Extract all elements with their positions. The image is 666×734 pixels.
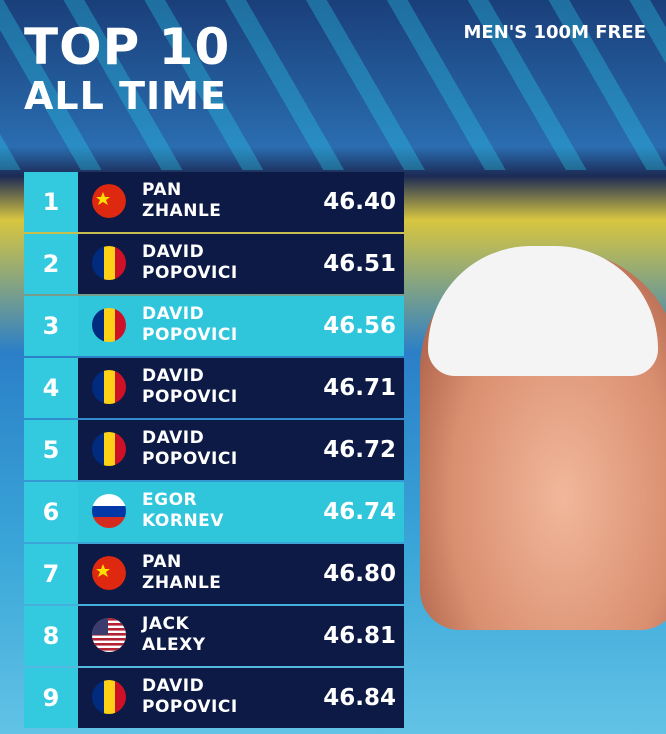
flag [92, 370, 126, 404]
rank: 4 [24, 358, 78, 418]
flag [92, 618, 126, 652]
first-name: DAVID [142, 366, 205, 386]
swimmer-name: DAVID POPOVICI [142, 366, 238, 408]
ranking-row: 3 DAVID POPOVICI 46.56 [24, 296, 404, 356]
title: TOP 10 [24, 18, 231, 76]
time: 46.84 [323, 685, 396, 711]
time: 46.74 [323, 499, 396, 525]
ranking-row: 8 JACK ALEXY 46.81 [24, 606, 404, 666]
event-label: MEN'S 100M FREE [463, 22, 646, 43]
background-stripes [0, 0, 666, 170]
flag [92, 556, 126, 590]
ranking-row: 7 PAN ZHANLE 46.80 [24, 544, 404, 604]
last-name: ZHANLE [142, 573, 222, 593]
rank: 2 [24, 234, 78, 294]
last-name: ALEXY [142, 635, 206, 655]
flag [92, 246, 126, 280]
swimmer-name: DAVID POPOVICI [142, 428, 238, 470]
first-name: DAVID [142, 676, 205, 696]
time: 46.81 [323, 623, 396, 649]
swim-cap [428, 246, 658, 376]
last-name: POPOVICI [142, 325, 238, 345]
swimmer-name: EGOR KORNEV [142, 490, 224, 532]
flag [92, 432, 126, 466]
rank: 9 [24, 668, 78, 728]
time: 46.71 [323, 375, 396, 401]
flag [92, 680, 126, 714]
time: 46.80 [323, 561, 396, 587]
rank: 6 [24, 482, 78, 542]
first-name: DAVID [142, 242, 205, 262]
swimmer-name: PAN ZHANLE [142, 552, 221, 594]
flag [92, 494, 126, 528]
rank: 7 [24, 544, 78, 604]
time: 46.56 [323, 313, 396, 339]
flag [92, 308, 126, 342]
swimmer-name: DAVID POPOVICI [142, 676, 238, 718]
first-name: PAN [142, 180, 182, 200]
swimmer-name: JACK ALEXY [142, 614, 206, 656]
last-name: KORNEV [142, 511, 224, 531]
flag [92, 184, 126, 218]
time: 46.40 [323, 189, 396, 215]
rank: 5 [24, 420, 78, 480]
first-name: PAN [142, 552, 182, 572]
title: ALL TIME [24, 74, 227, 118]
rank: 3 [24, 296, 78, 356]
last-name: POPOVICI [142, 697, 238, 717]
ranking-row: 2 DAVID POPOVICI 46.51 [24, 234, 404, 294]
ranking-row: 5 DAVID POPOVICI 46.72 [24, 420, 404, 480]
last-name: ZHANLE [142, 201, 222, 221]
last-name: POPOVICI [142, 387, 238, 407]
ranking-row: 9 DAVID POPOVICI 46.84 [24, 668, 404, 728]
first-name: JACK [142, 614, 190, 634]
swimmer-name: PAN ZHANLE [142, 180, 221, 222]
time: 46.72 [323, 437, 396, 463]
swimmer-name: DAVID POPOVICI [142, 304, 238, 346]
first-name: EGOR [142, 490, 198, 510]
ranking-row: 4 DAVID POPOVICI 46.71 [24, 358, 404, 418]
last-name: POPOVICI [142, 449, 238, 469]
rank: 1 [24, 172, 78, 232]
swimmer-name: DAVID POPOVICI [142, 242, 238, 284]
first-name: DAVID [142, 304, 205, 324]
ranking-row: 1 PAN ZHANLE 46.40 [24, 172, 404, 232]
ranking-row: 6 EGOR KORNEV 46.74 [24, 482, 404, 542]
first-name: DAVID [142, 428, 205, 448]
rank: 8 [24, 606, 78, 666]
time: 46.51 [323, 251, 396, 277]
last-name: POPOVICI [142, 263, 238, 283]
